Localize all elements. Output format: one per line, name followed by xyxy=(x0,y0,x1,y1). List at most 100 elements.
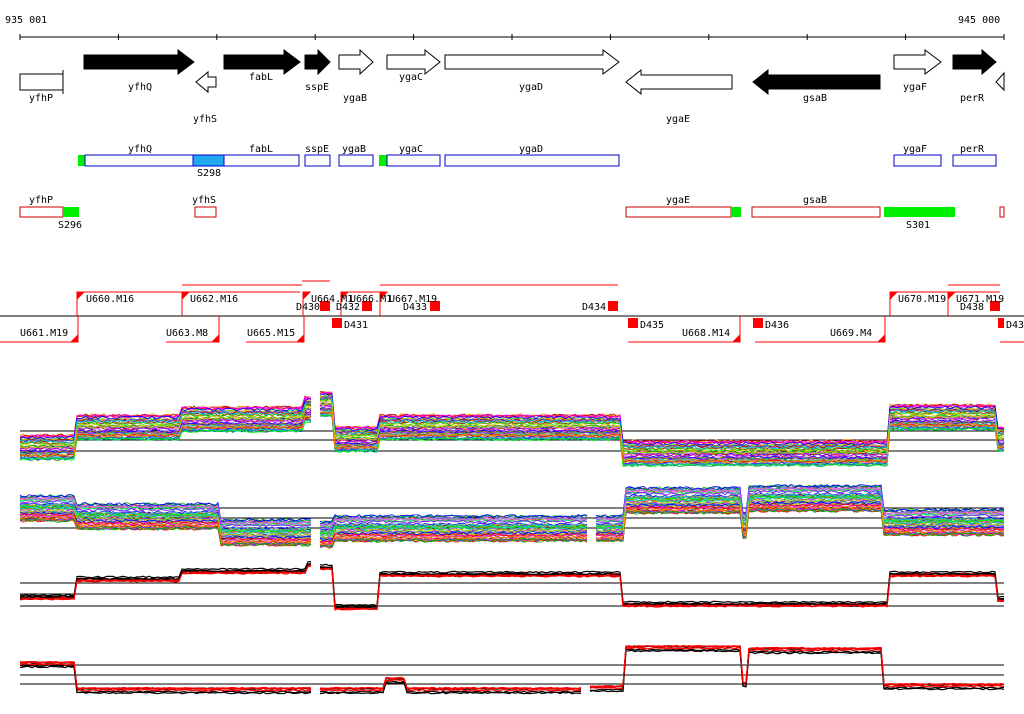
gene-label: fabL xyxy=(249,72,273,83)
profile-line xyxy=(19,496,1005,537)
transcript-label: yfhS xyxy=(192,195,216,206)
gene-arrow[interactable]: ygaF xyxy=(893,49,942,93)
profile-line xyxy=(20,644,1005,690)
green-site-marker xyxy=(78,155,85,166)
transcript-label: fabL xyxy=(249,144,273,155)
transcription-unit-label[interactable]: U665.M15 xyxy=(247,328,295,339)
gene-label: ygaC xyxy=(399,72,423,83)
transcript-box[interactable] xyxy=(444,154,620,167)
transcript-box[interactable] xyxy=(19,206,64,218)
profile-line xyxy=(19,562,1005,609)
gene-arrow[interactable]: sspE xyxy=(304,48,331,93)
terminator-label[interactable]: D430 xyxy=(296,302,320,313)
gene-label: ygaF xyxy=(903,82,927,93)
gene-arrow[interactable]: ygaD xyxy=(444,49,620,93)
transcription-unit-label[interactable]: U661.M19 xyxy=(20,328,68,339)
gene-label: yfhP xyxy=(29,93,53,104)
terminator-label[interactable]: D436 xyxy=(765,320,789,331)
transcript-label: ygaE xyxy=(666,195,690,206)
gene-arrow[interactable]: yfhQ xyxy=(83,49,195,93)
transcript-box[interactable] xyxy=(751,206,881,218)
transcript-label: ygaF xyxy=(903,144,927,155)
transcription-unit-label[interactable]: U666.M1 xyxy=(350,294,392,305)
transcription-unit-label[interactable]: U660.M16 xyxy=(86,294,134,305)
transcript-label: ygaB xyxy=(342,144,366,155)
transcription-unit-label[interactable]: U662.M16 xyxy=(190,294,238,305)
reverse-transcript-track: yfhP S296 yfhS ygaE gsaB S301 xyxy=(19,195,1005,231)
transcript-box[interactable] xyxy=(893,154,942,167)
transcript-box[interactable] xyxy=(304,154,331,167)
gene-arrow[interactable]: perR xyxy=(952,48,997,104)
transcript-box[interactable] xyxy=(625,206,732,218)
gene-arrow[interactable]: fabL xyxy=(223,49,301,83)
transcription-unit-track: U660.M16 U662.M16 U664.M1 U666.M1 U667.M… xyxy=(0,280,1024,343)
terminator-label[interactable]: D434 xyxy=(582,302,606,313)
transcript-box[interactable] xyxy=(223,154,300,167)
coordinate-ruler: 935 001 945 000 xyxy=(5,15,1005,40)
gene-label: yfhQ xyxy=(128,82,152,93)
terminator-label[interactable]: D431 xyxy=(344,320,368,331)
reverse-strand-profiles xyxy=(19,483,1005,549)
profile-line xyxy=(19,505,1005,546)
transcript-label: sspE xyxy=(305,144,329,155)
gene-arrow[interactable]: yfhS xyxy=(193,70,217,125)
gene-arrow[interactable]: ygaE xyxy=(625,68,733,125)
terminator-label[interactable]: D438 xyxy=(960,302,984,313)
profile-line xyxy=(19,397,1005,450)
profile-line xyxy=(19,508,1005,547)
transcript-label: yfhP xyxy=(29,195,53,206)
gene-label: gsaB xyxy=(803,93,827,104)
terminator-label[interactable]: D435 xyxy=(640,320,664,331)
blue-site-marker xyxy=(192,154,225,167)
transcript-label: ygaD xyxy=(519,144,543,155)
terminator-label[interactable]: D433 xyxy=(403,302,427,313)
gene-arrow-partial xyxy=(995,71,1005,92)
transcription-unit-label[interactable]: U668.M14 xyxy=(682,328,730,339)
profile-line xyxy=(19,392,1005,446)
forward-strand-profiles xyxy=(19,391,1005,468)
profile-line xyxy=(19,503,1005,543)
transcript-box[interactable] xyxy=(194,206,217,218)
green-site-marker xyxy=(731,207,741,217)
transcription-unit-label[interactable]: U670.M19 xyxy=(898,294,946,305)
transcription-unit-label[interactable]: U667.M19 xyxy=(389,294,437,305)
gene-arrow[interactable]: ygaB xyxy=(338,48,374,104)
terminator-label[interactable]: D43 xyxy=(1006,320,1024,331)
transcription-unit-label[interactable]: U663.M8 xyxy=(166,328,208,339)
gene-label: ygaD xyxy=(519,82,543,93)
transcript-box[interactable] xyxy=(338,154,374,167)
green-site-marker xyxy=(884,207,955,217)
gene-label: yfhS xyxy=(193,114,217,125)
profile-line xyxy=(19,648,1005,694)
gene-arrow[interactable]: ygaC xyxy=(386,48,441,83)
transcript-label: yfhQ xyxy=(128,144,152,155)
gene-arrow[interactable]: gsaB xyxy=(752,68,881,104)
profile-line xyxy=(19,483,1005,524)
transcript-box[interactable] xyxy=(84,154,194,167)
profile-line xyxy=(19,565,1004,611)
profile-line xyxy=(19,649,1005,695)
gene-annotation-track: yfhQ fabL sspE ygaB ygaC ygaD ygaF perR xyxy=(19,48,1005,125)
profile-line xyxy=(19,411,1005,464)
transcription-unit-label[interactable]: U669.M4 xyxy=(830,328,872,339)
gene-label: perR xyxy=(960,93,985,104)
transcript-box[interactable] xyxy=(952,154,997,167)
profile-line xyxy=(19,563,1005,609)
profile-line xyxy=(19,489,1005,529)
gene-label: sspE xyxy=(305,82,329,93)
transcription-unit-label[interactable]: U671.M19 xyxy=(956,294,1004,305)
gene-arrow[interactable]: yfhP xyxy=(19,70,64,104)
transcript-label: perR xyxy=(960,144,985,155)
transcript-box[interactable] xyxy=(386,154,441,167)
forward-transcript-track: yfhQ S298 fabL sspE ygaB ygaC ygaD ygaF … xyxy=(78,144,997,179)
forward-strand-summary xyxy=(19,560,1005,611)
gene-label: ygaE xyxy=(666,114,690,125)
gene-label: ygaB xyxy=(343,93,367,104)
terminator-label[interactable]: D432 xyxy=(336,302,360,313)
site-label: S298 xyxy=(197,168,221,179)
transcript-box[interactable] xyxy=(999,206,1005,218)
transcription-unit-label[interactable]: U664.M1 xyxy=(311,294,353,305)
site-label: S301 xyxy=(906,220,930,231)
ruler-ticks xyxy=(19,34,1005,40)
